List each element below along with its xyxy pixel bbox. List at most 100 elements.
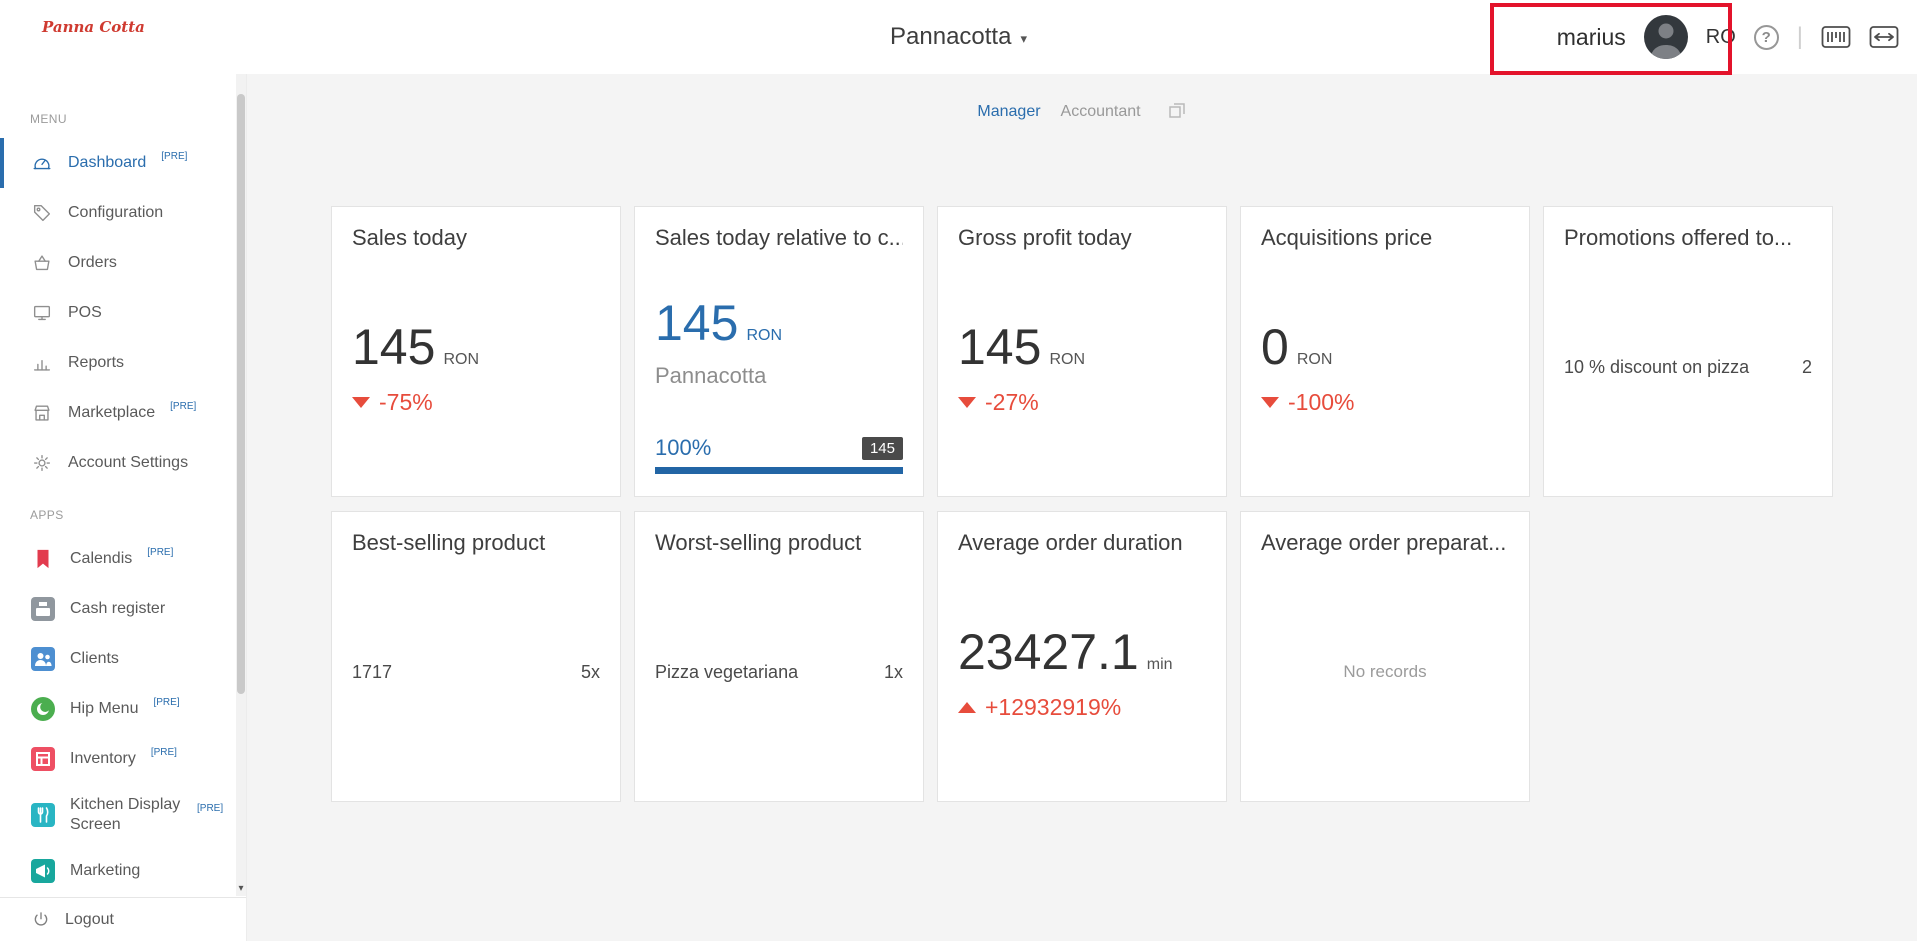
sidebar-item-label: Calendis: [70, 550, 133, 567]
card-subtitle: Pannacotta: [655, 363, 767, 388]
bookmark-icon: [31, 547, 55, 571]
metric-value: 145: [958, 319, 1042, 375]
sidebar-item-label: Inventory: [70, 750, 136, 767]
sidebar-item-label: Configuration: [68, 204, 164, 221]
main-content: Manager Accountant Sales today 145 RON -…: [247, 74, 1917, 941]
sidebar-item-reports[interactable]: Reports: [0, 338, 246, 388]
user-name[interactable]: marius: [1556, 23, 1626, 50]
sidebar-item-inventory[interactable]: Inventory [PRE]: [0, 734, 246, 784]
layout-toggle-icon[interactable]: [1167, 100, 1187, 125]
sidebar-item-cash-register[interactable]: Cash register: [0, 584, 246, 634]
divider: |: [1796, 23, 1803, 50]
monitor-icon: [31, 302, 53, 324]
card-avg-order-preparation: Average order preparat... No records: [1240, 511, 1530, 802]
list-item-label: Pizza vegetariana: [655, 662, 799, 682]
metric-value: 145: [352, 319, 436, 375]
hip-menu-icon: [31, 697, 55, 721]
sidebar-item-marketplace[interactable]: Marketplace [PRE]: [0, 388, 246, 438]
brand-logo[interactable]: Panna Cotta: [42, 18, 145, 36]
logout-button[interactable]: Logout: [0, 897, 246, 941]
pre-badge: [PRE]: [197, 802, 224, 814]
card-acquisitions-price: Acquisitions price 0 RON -100%: [1240, 206, 1530, 497]
sidebar-item-marketing[interactable]: Marketing: [0, 846, 246, 896]
card-avg-order-duration: Average order duration 23427.1 min +1293…: [937, 511, 1227, 802]
pre-badge: [PRE]: [150, 746, 177, 758]
metric-value: 0: [1261, 319, 1289, 375]
sidebar-item-label: Marketplace: [68, 404, 156, 421]
card-title: Acquisitions price: [1261, 225, 1433, 250]
expand-icon[interactable]: [1869, 25, 1899, 49]
sidebar-scrollbar[interactable]: ▾: [236, 74, 246, 896]
megaphone-icon: [31, 859, 55, 883]
pre-badge: [PRE]: [161, 150, 188, 162]
scrollbar-down-arrow-icon[interactable]: ▾: [238, 883, 244, 894]
metric-value: 145: [655, 295, 739, 351]
dashboard-icon: [31, 152, 53, 174]
header-actions: marius RO ? |: [1557, 0, 1899, 74]
power-icon: [31, 910, 51, 930]
metric-unit: RON: [746, 327, 782, 344]
list-item-value: 1x: [883, 662, 903, 682]
change-value: -27%: [985, 389, 1039, 415]
help-icon[interactable]: ?: [1753, 24, 1779, 50]
cash-register-icon: [31, 597, 55, 621]
metric-unit: RON: [443, 351, 479, 368]
metric-unit: RON: [1049, 351, 1085, 368]
language-selector[interactable]: RO: [1705, 25, 1736, 48]
list-item-value: 2: [1801, 357, 1812, 377]
tab-manager[interactable]: Manager: [977, 103, 1041, 120]
menu-section-heading: MENU: [30, 112, 67, 126]
change-value: +12932919%: [985, 694, 1122, 720]
scrollbar-thumb[interactable]: [237, 94, 245, 694]
sidebar-item-calendis[interactable]: Calendis [PRE]: [0, 534, 246, 584]
apps-section-heading: APPS: [30, 508, 64, 522]
location-selector[interactable]: Pannacotta ▾: [890, 23, 1027, 51]
progress-row: 100% 145: [655, 435, 903, 461]
kitchen-display-icon: [31, 803, 55, 827]
card-title: Worst-selling product: [655, 530, 862, 555]
sidebar-item-dashboard[interactable]: Dashboard [PRE]: [0, 138, 246, 188]
sidebar-item-label: Hip Menu: [70, 700, 139, 717]
barcode-icon[interactable]: [1821, 25, 1851, 49]
sidebar-item-configuration[interactable]: Configuration: [0, 188, 246, 238]
sidebar-scroll-area: MENU Dashboard [PRE] Configuration: [0, 74, 246, 897]
users-icon: [31, 647, 55, 671]
avatar[interactable]: [1643, 15, 1688, 59]
card-title: Promotions offered to...: [1564, 225, 1793, 250]
store-icon: [31, 402, 53, 424]
list-item: 1717 5x: [352, 662, 600, 683]
sidebar-item-pos[interactable]: POS: [0, 288, 246, 338]
triangle-up-icon: [958, 702, 976, 713]
card-gross-profit: Gross profit today 145 RON -27%: [937, 206, 1227, 497]
card-title: Average order preparat...: [1261, 530, 1507, 555]
inventory-icon: [31, 747, 55, 771]
sidebar-item-clients[interactable]: Clients: [0, 634, 246, 684]
metric-value: 23427.1: [958, 624, 1139, 680]
tab-accountant[interactable]: Accountant: [1060, 103, 1141, 120]
sidebar: MENU Dashboard [PRE] Configuration: [0, 74, 247, 941]
pre-badge: [PRE]: [153, 696, 180, 708]
sidebar-item-kitchen-display-screen[interactable]: Kitchen Display Screen [PRE]: [0, 784, 246, 846]
change-indicator: -27%: [958, 389, 1206, 416]
card-title: Average order duration: [958, 530, 1183, 555]
sidebar-item-orders[interactable]: Orders: [0, 238, 246, 288]
pre-badge: [PRE]: [147, 546, 174, 558]
logout-label: Logout: [65, 910, 114, 928]
sidebar-item-hip-menu[interactable]: Hip Menu [PRE]: [0, 684, 246, 734]
card-worst-selling: Worst-selling product Pizza vegetariana …: [634, 511, 924, 802]
change-indicator: +12932919%: [958, 694, 1206, 721]
triangle-down-icon: [1261, 397, 1279, 408]
list-item: Pizza vegetariana 1x: [655, 662, 903, 683]
sidebar-item-account-settings[interactable]: Account Settings: [0, 438, 246, 488]
role-tabs: Manager Accountant: [247, 100, 1917, 124]
sidebar-item-label: Account Settings: [68, 454, 189, 471]
sidebar-item-label: Cash register: [70, 600, 166, 617]
card-title: Sales today: [352, 225, 467, 250]
card-sales-relative: Sales today relative to c... 145 RON Pan…: [634, 206, 924, 497]
top-header: Panna Cotta Pannacotta ▾ marius RO ? |: [0, 0, 1917, 74]
sidebar-item-label: Dashboard: [68, 154, 147, 171]
list-item-label: 10 % discount on pizza: [1564, 357, 1750, 377]
gear-icon: [31, 452, 53, 474]
sidebar-item-label: POS: [68, 304, 102, 321]
list-item: 10 % discount on pizza 2: [1564, 357, 1812, 378]
